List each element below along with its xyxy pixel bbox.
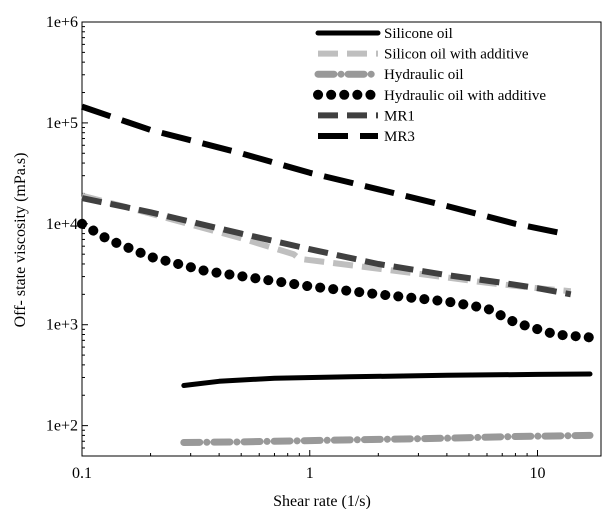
legend-label-2: Silicon oil with additive — [384, 47, 529, 63]
series-line-5 — [81, 195, 572, 298]
x-tick-label: 0.1 — [72, 465, 92, 482]
legend-label-6: MR3 — [384, 129, 415, 145]
x-tick-label: 1 — [306, 465, 314, 482]
series-line-6 — [81, 103, 565, 237]
legend-label-3: Hydraulic oil — [384, 67, 464, 83]
y-tick-label: 1e+3 — [46, 317, 78, 334]
y-tick-label: 1e+6 — [46, 14, 78, 31]
series-line-4 — [77, 218, 601, 343]
x-tick-label: 10 — [530, 465, 546, 482]
y-tick-label: 1e+4 — [46, 216, 78, 233]
x-axis-label: Shear rate (1/s) — [273, 493, 371, 509]
series-lines — [77, 103, 601, 446]
y-axis-label: Off- state viscosity (mPa.s) — [12, 153, 29, 328]
series-line-1 — [181, 371, 593, 388]
y-tick-labels: 1e+2 1e+3 1e+4 1e+5 1e+6 — [46, 14, 78, 435]
legend-label-4: Hydraulic oil with additive — [384, 88, 546, 104]
y-tick-label: 1e+2 — [46, 418, 78, 435]
series-line-2 — [81, 192, 572, 295]
series-line-3 — [180, 431, 594, 446]
tick-marks — [81, 21, 539, 457]
x-tick-labels: 0.1 1 10 — [72, 465, 546, 482]
legend-label-1: Silicone oil — [384, 26, 453, 42]
y-tick-label: 1e+5 — [46, 115, 78, 132]
legend-label-5: MR1 — [384, 108, 415, 124]
legend: Silicone oil Silicon oil with additive Hyd… — [313, 26, 546, 145]
